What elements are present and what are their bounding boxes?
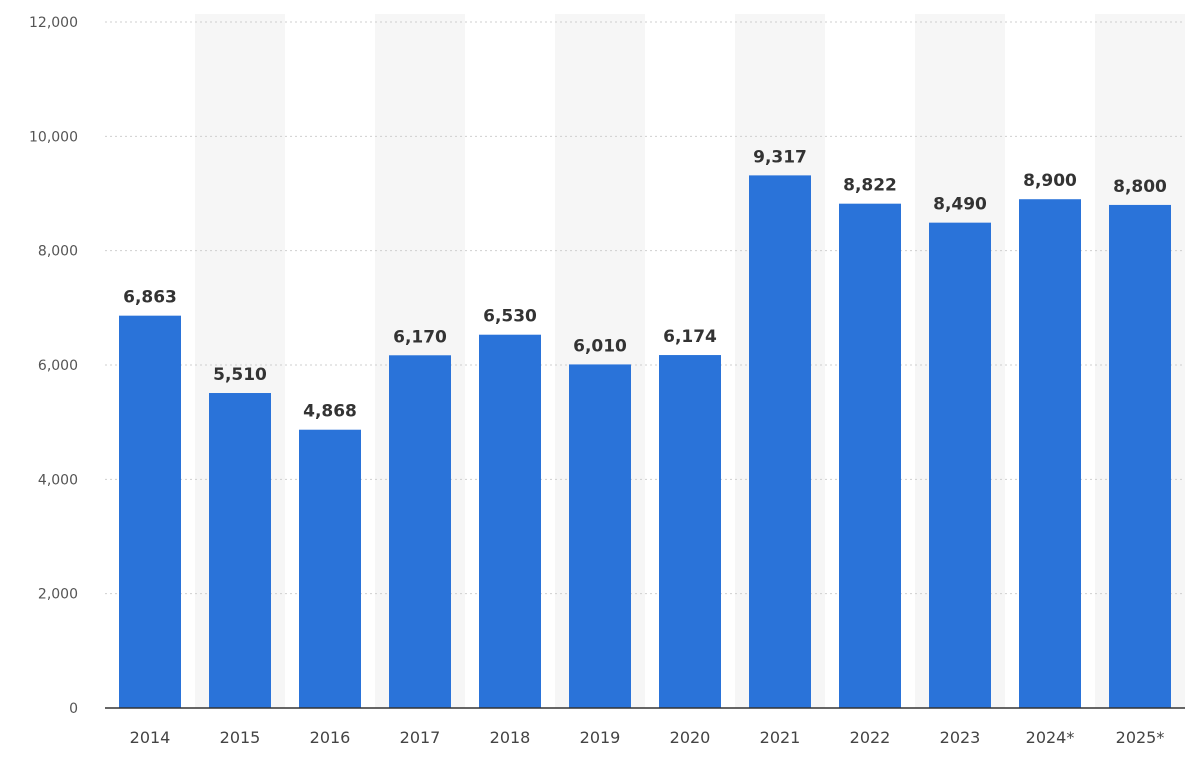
x-tick-label: 2015 bbox=[220, 728, 261, 747]
y-tick-label: 10,000 bbox=[29, 129, 78, 145]
x-tick-label: 2024* bbox=[1026, 728, 1075, 747]
gridlines bbox=[105, 21, 1185, 595]
bar-2022 bbox=[839, 203, 901, 708]
bar-2015 bbox=[209, 393, 271, 708]
data-label: 8,490 bbox=[933, 195, 987, 215]
y-tick-label: 8,000 bbox=[38, 244, 78, 260]
x-tick-label: 2016 bbox=[310, 728, 351, 747]
data-label: 6,530 bbox=[483, 307, 537, 327]
y-tick-label: 2,000 bbox=[38, 587, 78, 603]
x-axis-ticks: 2014 2015 2016 2017 2018 2019 2020 2021 2022 2023… bbox=[130, 728, 1165, 747]
bar-2024-est bbox=[1019, 199, 1081, 708]
x-tick-label: 2019 bbox=[580, 728, 621, 747]
data-label: 8,900 bbox=[1023, 171, 1077, 191]
bar-2016 bbox=[299, 429, 361, 708]
data-label: 5,510 bbox=[213, 365, 267, 385]
data-label: 6,863 bbox=[123, 288, 177, 308]
x-tick-label: 2014 bbox=[130, 728, 171, 747]
bar-2023 bbox=[929, 222, 991, 708]
bar-2017 bbox=[389, 355, 451, 708]
x-tick-label: 2018 bbox=[490, 728, 531, 747]
bar-2025-est bbox=[1109, 204, 1171, 708]
data-label: 8,822 bbox=[843, 176, 897, 196]
bar-2019 bbox=[569, 364, 631, 708]
x-tick-label: 2022 bbox=[850, 728, 891, 747]
y-tick-label: 4,000 bbox=[38, 472, 78, 488]
y-tick-label: 12,000 bbox=[29, 15, 78, 31]
bars bbox=[119, 175, 1171, 708]
x-tick-label: 2025* bbox=[1116, 728, 1165, 747]
y-tick-label: 0 bbox=[69, 701, 78, 717]
data-label: 6,174 bbox=[663, 327, 717, 347]
data-label: 4,868 bbox=[303, 402, 357, 422]
x-tick-label: 2020 bbox=[670, 728, 711, 747]
data-label: 6,170 bbox=[393, 327, 447, 347]
data-labels: 6,863 5,510 4,868 6,170 6,530 6,010 6,174 9,317… bbox=[123, 147, 1167, 421]
bar-2020 bbox=[659, 355, 721, 708]
data-label: 9,317 bbox=[753, 147, 807, 167]
bar-2021 bbox=[749, 175, 811, 708]
bar-2018 bbox=[479, 334, 541, 708]
bar-2014 bbox=[119, 315, 181, 708]
y-tick-label: 6,000 bbox=[38, 358, 78, 374]
y-axis-ticks: 0 2,000 4,000 6,000 8,000 10,000 12,000 bbox=[29, 15, 78, 717]
x-tick-label: 2023 bbox=[940, 728, 981, 747]
data-label: 8,800 bbox=[1113, 177, 1167, 197]
data-label: 6,010 bbox=[573, 336, 627, 356]
x-tick-label: 2017 bbox=[400, 728, 441, 747]
x-tick-label: 2021 bbox=[760, 728, 801, 747]
